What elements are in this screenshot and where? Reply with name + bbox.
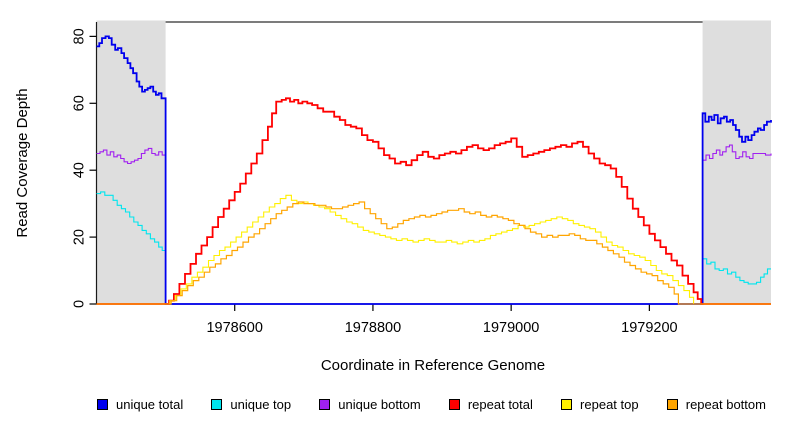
y-tick-label: 80 [72,28,88,44]
x-tick-label: 1979200 [621,320,677,336]
legend-item-repeat-bottom: repeat bottom [666,397,766,412]
legend-item-unique-bottom: unique bottom [319,397,421,412]
y-tick-label: 20 [72,229,88,245]
y-axis-title: Read Coverage Depth [14,88,31,237]
legend-swatch [666,399,678,410]
legend-swatch [211,399,223,410]
legend-label: unique bottom [338,397,421,412]
legend-label: repeat top [580,397,639,412]
legend-swatch [448,399,460,410]
legend-item-unique-top: unique top [211,397,291,412]
series-repeat-bottom [96,201,771,305]
y-tick-label: 40 [72,162,88,178]
y-tick-label: 0 [72,300,88,308]
legend-label: repeat bottom [685,397,766,412]
series-unique-total [96,35,772,305]
legend-item-unique-total: unique total [97,397,183,412]
legend: unique total unique top unique bottom repea… [0,392,792,422]
x-tick-label: 1979000 [483,320,539,336]
x-tick-label: 1978600 [206,320,262,336]
shaded-region [702,20,771,304]
series-repeat-total [96,97,771,305]
coverage-plot: Coordinate in Reference Genome Read Cove… [14,20,772,374]
series-repeat-top [96,194,771,305]
legend-item-repeat-top: repeat top [561,397,639,412]
legend-label: repeat total [467,397,533,412]
x-axis-title: Coordinate in Reference Genome [321,357,545,374]
legend-label: unique top [230,397,292,412]
legend-label: unique total [116,397,184,412]
legend-item-repeat-total: repeat total [448,397,533,412]
legend-swatch [97,399,108,410]
legend-swatch [319,399,331,410]
x-tick-label: 1978800 [345,320,401,336]
y-tick-label: 60 [72,95,88,111]
legend-swatch [561,399,573,410]
